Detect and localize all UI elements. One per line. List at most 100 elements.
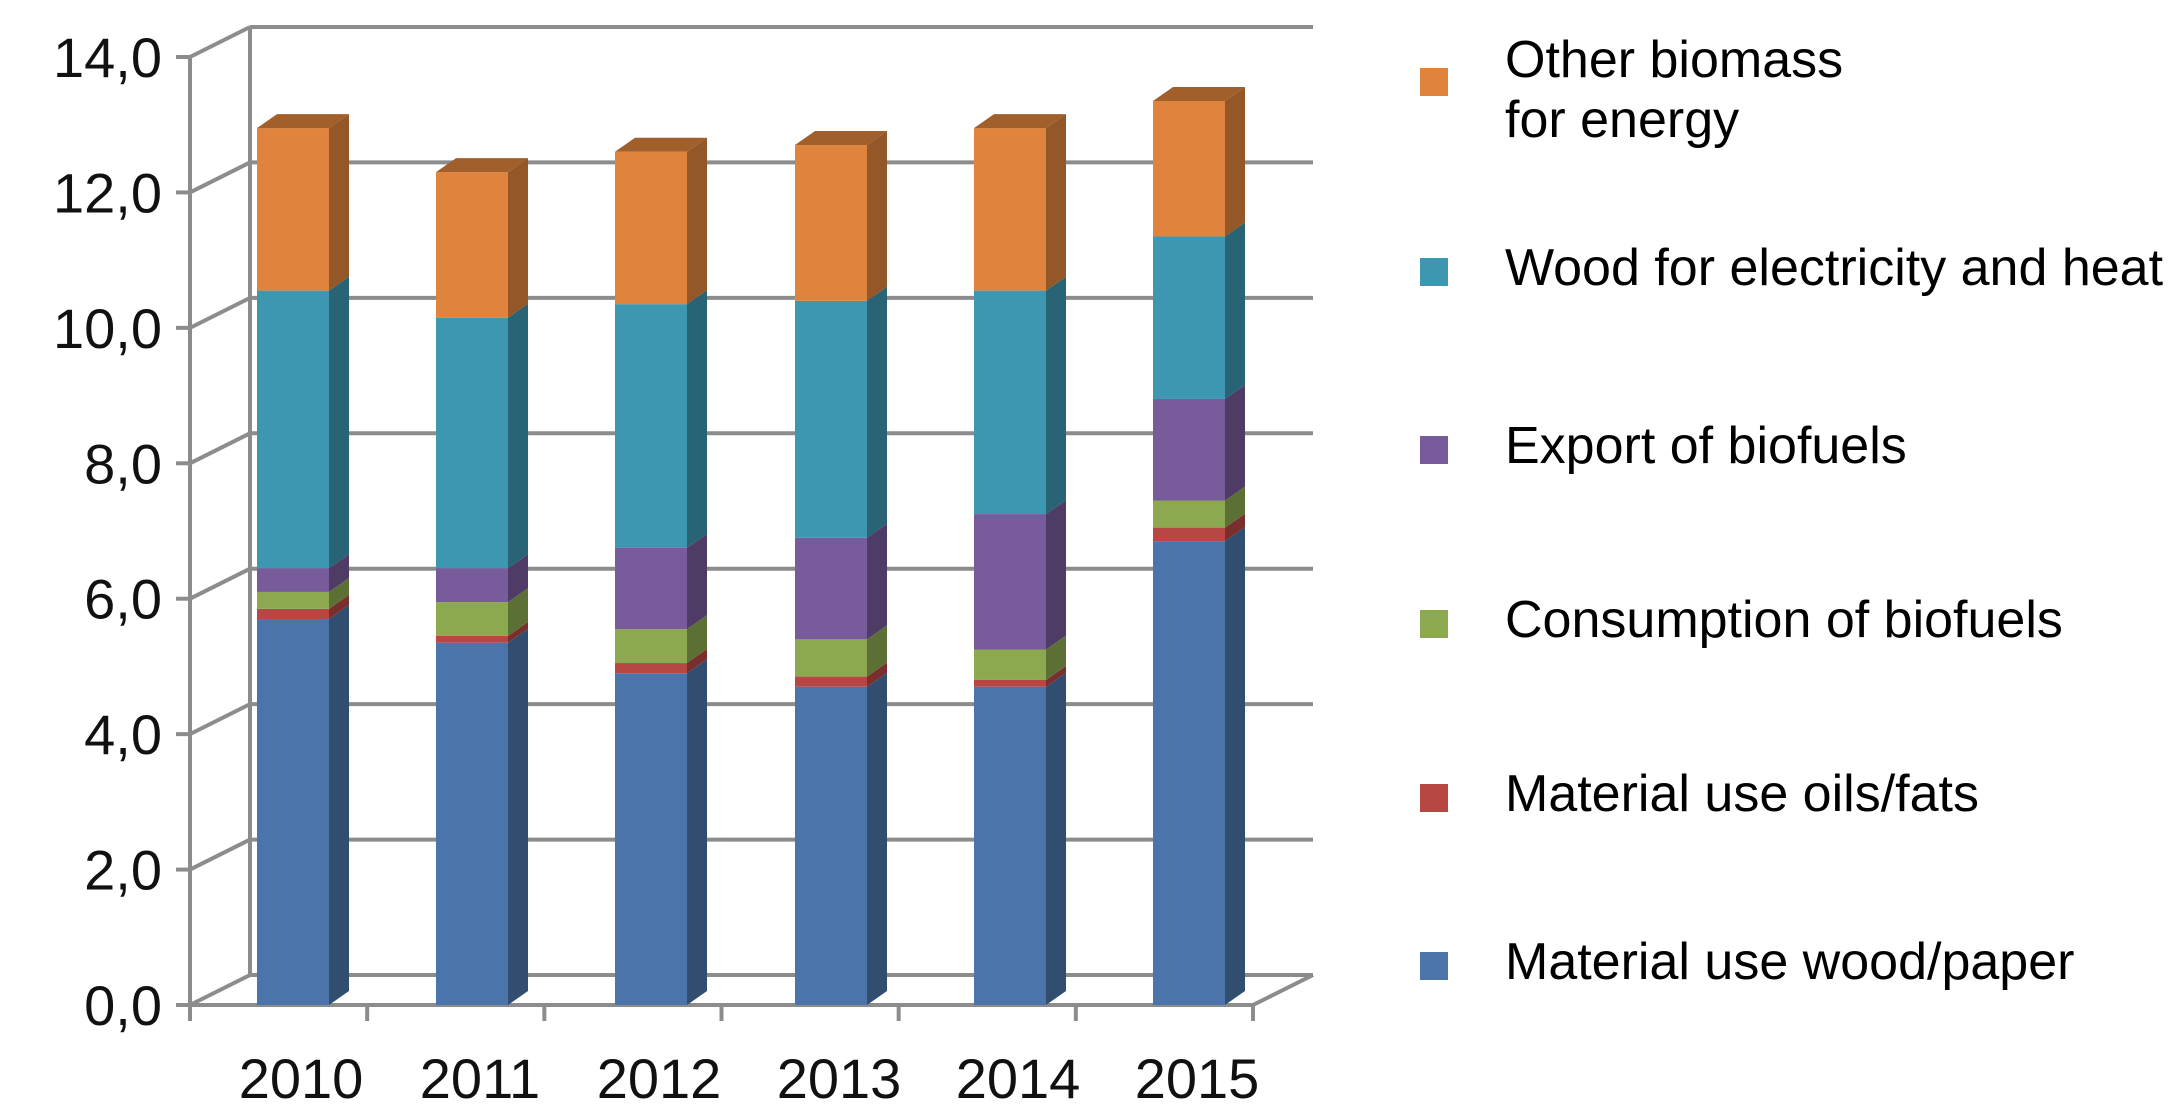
bar-segment-2015-material-use-oils-fats-side: [1225, 513, 1245, 542]
bar-segment-2010-wood-for-electricity-and-heat: [257, 290, 329, 569]
bar-segment-2014-material-use-wood-paper: [974, 686, 1046, 1005]
bar-segment-2014-material-use-oils-fats: [974, 679, 1046, 687]
bar-2011: [436, 158, 528, 1005]
y-tick-label: 14,0: [53, 26, 162, 89]
bar-segment-2013-wood-for-electricity-and-heat: [795, 300, 867, 538]
bar-segment-2010-export-of-biofuels: [257, 568, 329, 592]
bar-segment-2011-material-use-wood-paper-side: [508, 628, 528, 1005]
bar-segment-2011-other-biomass-for-energy-side: [508, 158, 528, 318]
y-tick-label: 12,0: [53, 161, 162, 224]
bar-segment-2014-consumption-of-biofuels-side: [1046, 635, 1066, 680]
bar-segment-2014-other-biomass-for-energy-side: [1046, 114, 1066, 291]
legend-item-wood-electricity-heat: Wood for electricity and heat: [1420, 238, 2163, 298]
bar-segment-2012-export-of-biofuels: [615, 547, 687, 630]
bar-segment-2013-wood-for-electricity-and-heat-side: [867, 286, 887, 538]
bar-2014: [974, 114, 1066, 1005]
bar-segment-2012-material-use-oils-fats: [615, 663, 687, 674]
bar-segment-2013-consumption-of-biofuels: [795, 639, 867, 677]
bar-segment-2011-export-of-biofuels-side: [508, 554, 528, 603]
bar-segment-2010-material-use-oils-fats-side: [329, 594, 349, 620]
bar-segment-2014-material-use-oils-fats-side: [1046, 665, 1066, 687]
x-tick-label-2013: 2013: [777, 1047, 902, 1110]
bar-segment-2013-export-of-biofuels-side: [867, 523, 887, 640]
bar-segment-2014-export-of-biofuels-side: [1046, 500, 1066, 650]
bar-segment-2010-material-use-wood-paper-side: [329, 605, 349, 1005]
bar-segment-2012-wood-for-electricity-and-heat-side: [687, 290, 707, 548]
bar-segment-2012-wood-for-electricity-and-heat: [615, 304, 687, 548]
bar-segment-2012-other-biomass-for-energy-side: [687, 137, 707, 305]
bar-segment-2013-other-biomass-for-energy: [795, 145, 867, 301]
bar-segment-2015-other-biomass-for-energy-side: [1225, 87, 1245, 237]
legend-item-material-wood-paper: Material use wood/paper: [1420, 932, 2074, 992]
bar-segment-2011-material-use-wood-paper: [436, 642, 508, 1005]
bar-top-2014: [974, 114, 1066, 129]
bar-segment-2014-export-of-biofuels: [974, 514, 1046, 650]
bar-segment-2015-export-of-biofuels-side: [1225, 384, 1245, 501]
floor-right-edge: [1252, 973, 1314, 1007]
bar-segment-2013-material-use-wood-paper-side: [867, 672, 887, 1005]
bar-segment-2015-consumption-of-biofuels-side: [1225, 486, 1245, 528]
bar-segment-2014-other-biomass-for-energy: [974, 128, 1046, 291]
y-axis-tick-labels: 0,0 2,0 4,0 6,0 8,0 10,0 12,0 14,0: [53, 26, 162, 1037]
chart-legend: Other biomass for energy Wood for electr…: [1420, 0, 2180, 1117]
bar-segment-2013-material-use-oils-fats: [795, 676, 867, 687]
legend-label-material-oils-fats: Material use oils/fats: [1505, 765, 1979, 823]
legend-swatch-export-biofuels: [1420, 436, 1448, 464]
bar-segment-2013-material-use-oils-fats-side: [867, 662, 887, 687]
bar-segment-2010-other-biomass-for-energy-side: [329, 114, 349, 291]
legend-swatch-other-biomass: [1420, 68, 1448, 96]
bar-segment-2011-material-use-oils-fats-side: [508, 621, 528, 643]
bar-segment-2015-material-use-oils-fats: [1153, 527, 1225, 542]
bar-segment-2011-wood-for-electricity-and-heat-side: [508, 303, 528, 569]
bar-segment-2012-consumption-of-biofuels: [615, 629, 687, 664]
legend-label-other-biomass: Other biomass for energy: [1505, 31, 1844, 149]
bar-segment-2011-other-biomass-for-energy: [436, 172, 508, 318]
bar-segment-2010-consumption-of-biofuels: [257, 591, 329, 609]
bar-segment-2010-consumption-of-biofuels-side: [329, 577, 349, 609]
legend-swatch-wood-electricity-heat: [1420, 258, 1448, 286]
legend-item-other-biomass: Other biomass for energy: [1420, 30, 1843, 150]
bar-segment-2011-material-use-oils-fats: [436, 635, 508, 643]
gridline-side: [189, 431, 251, 466]
bar-segment-2015-export-of-biofuels: [1153, 398, 1225, 501]
bar-top-2011: [436, 158, 528, 173]
legend-label-export-biofuels: Export of biofuels: [1505, 417, 1907, 475]
legend-swatch-consumption-biofuels: [1420, 610, 1448, 638]
y-tick-label: 10,0: [53, 297, 162, 360]
gridline-side: [189, 973, 251, 1007]
gridline-side: [189, 837, 251, 872]
bar-segment-2015-material-use-wood-paper-side: [1225, 527, 1245, 1005]
bar-segment-2011-consumption-of-biofuels: [436, 602, 508, 636]
bar-segment-2013-other-biomass-for-energy-side: [867, 131, 887, 301]
bar-segment-2014-consumption-of-biofuels: [974, 649, 1046, 680]
bar-segment-2010-other-biomass-for-energy: [257, 128, 329, 291]
gridline-side: [189, 25, 251, 59]
bar-segment-2010-material-use-oils-fats: [257, 608, 329, 620]
bar-segment-2015-wood-for-electricity-and-heat-side: [1225, 222, 1245, 399]
bar-segment-2014-wood-for-electricity-and-heat-side: [1046, 276, 1066, 515]
x-tick-label-2010: 2010: [239, 1047, 364, 1110]
bar-segment-2012-material-use-wood-paper: [615, 673, 687, 1005]
bar-segment-2010-wood-for-electricity-and-heat-side: [329, 276, 349, 569]
bar-segment-2012-other-biomass-for-energy: [615, 151, 687, 305]
bar-segment-2013-consumption-of-biofuels-side: [867, 625, 887, 677]
chart-bars: [257, 87, 1245, 1005]
gridline-side: [189, 702, 251, 736]
bar-segment-2011-wood-for-electricity-and-heat: [436, 317, 508, 569]
legend-label-material-wood-paper: Material use wood/paper: [1505, 933, 2075, 991]
legend-item-material-oils-fats: Material use oils/fats: [1420, 764, 1979, 824]
bar-segment-2012-material-use-wood-paper-side: [687, 659, 707, 1005]
bar-segment-2012-export-of-biofuels-side: [687, 533, 707, 630]
bar-2012: [615, 137, 707, 1005]
y-tick-label: 4,0: [84, 703, 162, 766]
bar-top-2010: [257, 114, 349, 129]
bar-segment-2012-consumption-of-biofuels-side: [687, 615, 707, 664]
bar-2015: [1153, 87, 1245, 1005]
legend-item-export-biofuels: Export of biofuels: [1420, 416, 1907, 476]
x-tick-label-2011: 2011: [420, 1047, 540, 1110]
bar-segment-2013-export-of-biofuels: [795, 537, 867, 640]
x-tick-label-2012: 2012: [597, 1047, 722, 1110]
x-axis-tick-labels: 2010 2011 2012 2013 2014 2015: [239, 1047, 1260, 1110]
bar-segment-2010-export-of-biofuels-side: [329, 554, 349, 592]
